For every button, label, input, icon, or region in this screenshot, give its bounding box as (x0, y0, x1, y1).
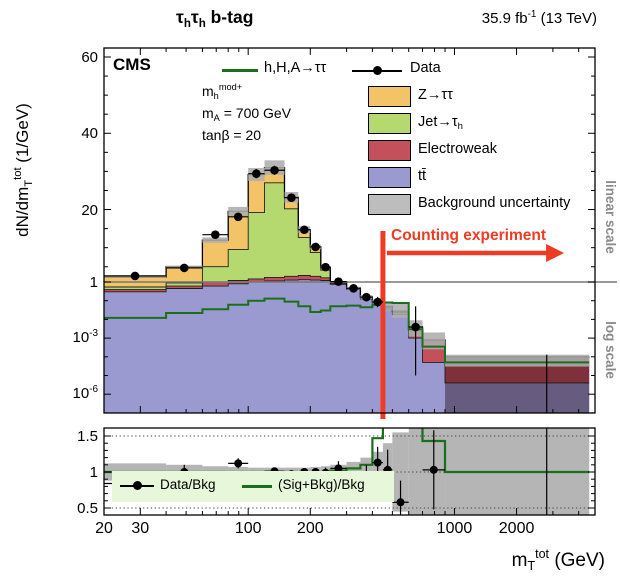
data-point (373, 297, 382, 307)
legend-ztt-label: Z→ττ (418, 87, 453, 103)
ratio-data-point (373, 458, 382, 467)
signal-line (104, 297, 590, 364)
uncertainty-band (202, 237, 229, 243)
uncertainty-band (392, 303, 409, 318)
y-axis-title: dN/dmTtot (1/GeV) (12, 103, 35, 237)
legend-tt-label: tt̄ (418, 168, 427, 184)
data-point (334, 277, 343, 286)
data-point (311, 242, 320, 252)
data-points (104, 165, 548, 413)
counting-arrowhead (546, 244, 565, 262)
legend-jet-label: Jet→τh (418, 114, 463, 133)
signal-param-ma: mA = 700 GeV (202, 105, 292, 124)
data-point (130, 271, 140, 281)
stack-fill (104, 275, 590, 383)
cms-label: CMS (113, 55, 151, 74)
linear-scale-label: linear scale (603, 180, 618, 254)
ratio-data-point (396, 498, 405, 507)
data-marker-dot-sample (373, 66, 382, 75)
ratio-legend-data-label: Data/Bkg (160, 477, 216, 492)
x-tick-label: 30 (131, 520, 150, 537)
counting-experiment-label: Counting experiment (391, 227, 547, 244)
legend-swatch-tt (368, 167, 411, 188)
ratio-legend-box: Data/Bkg (Sig+Bkg)/Bkg (112, 471, 394, 502)
y-tick-label: 1 (89, 274, 98, 291)
signal-param-mh: mhmod+ (202, 82, 243, 102)
legend-unc-label: Background uncertainty (418, 195, 571, 211)
data-point (233, 212, 243, 222)
y-tick-label: 20 (81, 201, 98, 219)
ratio-data-point (334, 464, 343, 473)
ratio-y-tick-label: 1 (89, 464, 98, 481)
data-point (211, 230, 220, 240)
ratio-y-tick-label: 0.5 (77, 500, 98, 517)
x-tick-label: 20 (95, 520, 113, 537)
legend-swatch-ewk (368, 140, 411, 161)
data-point (300, 225, 309, 235)
legend-swatch-unc (368, 194, 411, 215)
legend-signal-label: h,H,A→ττ (264, 60, 327, 76)
stack-fill (104, 279, 590, 413)
legend-data-label: Data (410, 60, 441, 76)
data-point (270, 165, 279, 175)
data-point (362, 292, 371, 302)
y-tick-label: 60 (81, 49, 98, 66)
y-tick-label: 10-3 (72, 327, 98, 347)
y-tick-label: 10-6 (72, 384, 98, 403)
ratio-y-tick-label: 1.5 (77, 428, 98, 445)
signal-line-sample (222, 69, 258, 72)
log-scale-label: log scale (603, 321, 618, 379)
uncertainty-band (382, 302, 393, 311)
uncertainty-band (228, 206, 249, 217)
data-point (252, 169, 261, 178)
legend-ewk-label: Electroweak (418, 141, 497, 157)
ratio-data-point (234, 459, 243, 468)
x-tick-label: 100 (234, 520, 262, 537)
x-tick-label: 1000 (436, 520, 473, 537)
y-tick-label: 40 (81, 125, 98, 143)
uncertainty-band (445, 354, 590, 367)
ratio-sig-marker-line (242, 484, 272, 488)
x-tick-label: 200 (296, 520, 324, 537)
ratio-legend-sig-label: (Sig+Bkg)/Bkg (278, 477, 365, 492)
x-axis-title: mTtot (GeV) (511, 547, 605, 574)
data-point (411, 322, 420, 332)
uncertainty-band (422, 332, 446, 350)
main-border (103, 47, 596, 414)
data-point (321, 262, 330, 272)
data-point (349, 284, 358, 293)
legend-swatch-ztt (368, 86, 411, 107)
legend-swatch-jet (368, 113, 411, 134)
data-point (179, 263, 189, 273)
category-title: τhτh b-tag (176, 7, 254, 30)
main-panel (104, 48, 595, 413)
lumi-label: 35.9 fb-1 (13 TeV) (481, 8, 597, 27)
data-point (287, 193, 296, 203)
ratio-data-point (429, 465, 438, 474)
ratio-data-marker-dot (133, 481, 142, 490)
signal-param-tanb: tanβ = 20 (202, 127, 262, 143)
x-tick-label: 2000 (498, 520, 535, 537)
ratio-uncertainty-band (408, 428, 423, 515)
